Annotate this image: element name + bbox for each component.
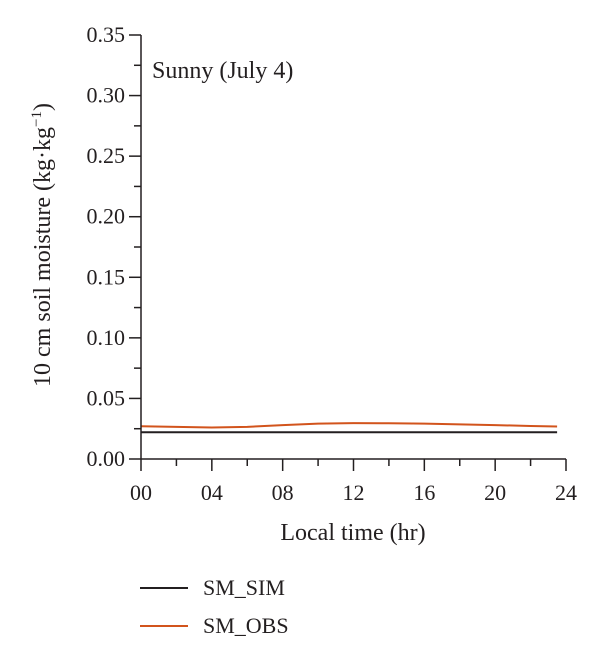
y-axis-title-close: ): [30, 103, 56, 111]
y-tick-label: 0.15: [87, 264, 126, 289]
y-tick-label: 0.25: [87, 143, 126, 168]
y-tick-label: 0.20: [87, 204, 126, 229]
x-axis-title: Local time (hr): [280, 520, 425, 546]
y-axis-title: 10 cm soil moisture (kg·kg−1): [29, 103, 56, 387]
legend-label-sm-sim: SM_SIM: [203, 575, 285, 600]
axes: 0.00 0.05 0.10 0.15 0.20 0.25 0.30 0.35 00 04 08 12…: [87, 22, 578, 505]
series-line-sm-obs: [140, 422, 558, 429]
y-tick-label: 0.00: [87, 446, 126, 471]
y-tick-label: 0.05: [87, 385, 126, 410]
y-axis-title-exponent: −1: [29, 111, 45, 127]
y-tick-label: 0.10: [87, 325, 126, 350]
x-tick-label: 20: [484, 480, 506, 505]
y-axis-title-main: 10 cm soil moisture (kg·kg: [30, 127, 56, 387]
y-tick-label: 0.30: [87, 83, 126, 108]
legend: SM_SIM SM_OBS: [140, 575, 289, 638]
x-tick-label: 00: [130, 480, 152, 505]
x-tick-label: 16: [413, 480, 435, 505]
y-tick-label: 0.35: [87, 22, 126, 47]
x-tick-label: 24: [555, 480, 577, 505]
x-tick-label: 12: [343, 480, 365, 505]
chart-annotation: Sunny (July 4): [152, 58, 293, 84]
x-tick-label: 04: [201, 480, 223, 505]
plot-area: [140, 422, 558, 434]
x-tick-label: 08: [272, 480, 294, 505]
legend-label-sm-obs: SM_OBS: [203, 613, 289, 638]
